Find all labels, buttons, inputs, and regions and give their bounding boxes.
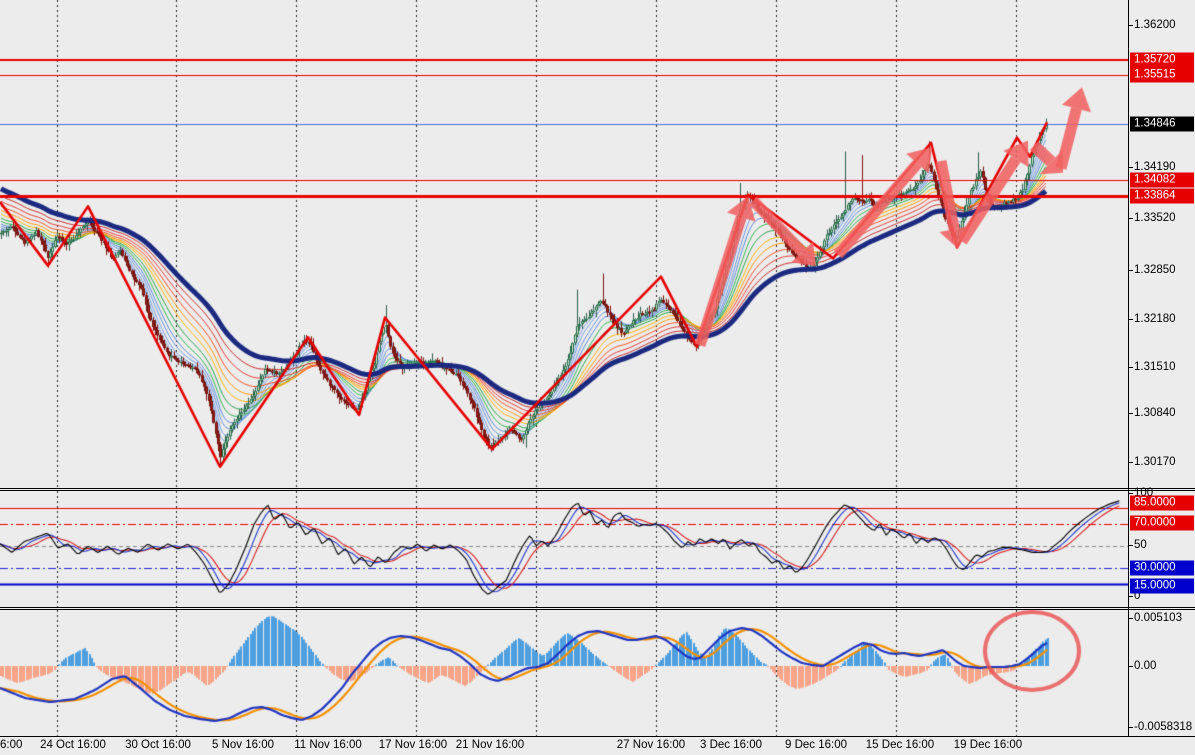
price-tick-label: 1.33520	[1134, 212, 1176, 224]
macd-panel-canvas[interactable]	[0, 610, 1128, 736]
axis-tick-mark	[1129, 413, 1133, 414]
time-axis-label: 30 Oct 16:00	[125, 739, 191, 751]
axis-tick-mark	[1129, 462, 1133, 463]
time-axis-label: 24 Oct 16:00	[40, 739, 106, 751]
oscillator-level-label: 30.0000	[1130, 560, 1194, 576]
time-axis-label: 21 Nov 16:00	[455, 739, 525, 751]
main-price-chart-canvas[interactable]	[0, 0, 1128, 488]
axis-tick-mark	[1129, 618, 1133, 619]
oscillator-panel-canvas[interactable]	[0, 491, 1128, 607]
price-tick-label: 1.30840	[1134, 407, 1176, 419]
price-level-label: 1.33864	[1130, 188, 1194, 204]
axis-tick-mark	[1129, 493, 1133, 494]
axis-tick-mark	[1129, 727, 1133, 728]
axis-tick-mark	[1129, 25, 1133, 26]
axis-tick-mark	[1129, 218, 1133, 219]
panel-separator[interactable]	[0, 607, 1195, 610]
axis-tick-mark	[1129, 367, 1133, 368]
current-price-label: 1.34846	[1130, 116, 1194, 132]
time-axis-label: 5 Nov 16:00	[211, 739, 275, 751]
oscillator-level-label: 15.0000	[1130, 578, 1194, 594]
time-axis-label: 19 Dec 16:00	[953, 739, 1023, 751]
macd-tick-label: 0.005103	[1134, 612, 1182, 624]
axis-tick-mark	[1129, 270, 1133, 271]
panel-separator[interactable]	[0, 488, 1195, 491]
price-tick-label: 1.30170	[1134, 456, 1176, 468]
price-tick-label: 1.36200	[1134, 19, 1176, 31]
time-axis-line	[0, 736, 1195, 737]
time-axis-row[interactable]: 16:00 24 Oct 16:00 30 Oct 16:00 5 Nov 16:00…	[0, 737, 1195, 755]
oscillator-tick-label: 0	[1134, 590, 1141, 602]
time-axis-label: 9 Dec 16:00	[784, 739, 848, 751]
oscillator-level-label: 70.0000	[1130, 515, 1194, 531]
price-tick-label: 1.32180	[1134, 313, 1176, 325]
price-tick-label: 1.31510	[1134, 361, 1176, 373]
price-level-label: 1.34082	[1130, 172, 1194, 188]
time-axis-label: 17 Nov 16:00	[378, 739, 448, 751]
axis-tick-mark	[1129, 319, 1133, 320]
axis-tick-mark	[1129, 545, 1133, 546]
time-axis-label: 3 Dec 16:00	[699, 739, 763, 751]
price-tick-label: 1.34190	[1134, 161, 1176, 173]
macd-tick-label: -0.0058318	[1134, 721, 1193, 733]
axis-tick-mark	[1129, 596, 1133, 597]
macd-tick-label: 0.00	[1134, 660, 1157, 672]
time-axis-label: 11 Nov 16:00	[294, 739, 362, 751]
price-level-label: 1.35720	[1130, 52, 1194, 68]
axis-tick-mark	[1129, 666, 1133, 667]
price-level-label: 1.35515	[1130, 67, 1194, 83]
oscillator-level-label: 85.0000	[1130, 495, 1194, 511]
oscillator-tick-label: 50	[1134, 539, 1147, 551]
price-axis-line	[1128, 0, 1129, 737]
price-tick-label: 1.32850	[1134, 264, 1176, 276]
price-axis-column[interactable]: 1.36200 1.34190 1.33520 1.32850 1.32180 1.315…	[1129, 0, 1195, 737]
time-axis-label: 15 Dec 16:00	[865, 739, 935, 751]
time-axis-label: 16:00	[0, 739, 23, 751]
time-axis-label: 27 Nov 16:00	[616, 739, 686, 751]
axis-tick-mark	[1129, 167, 1133, 168]
